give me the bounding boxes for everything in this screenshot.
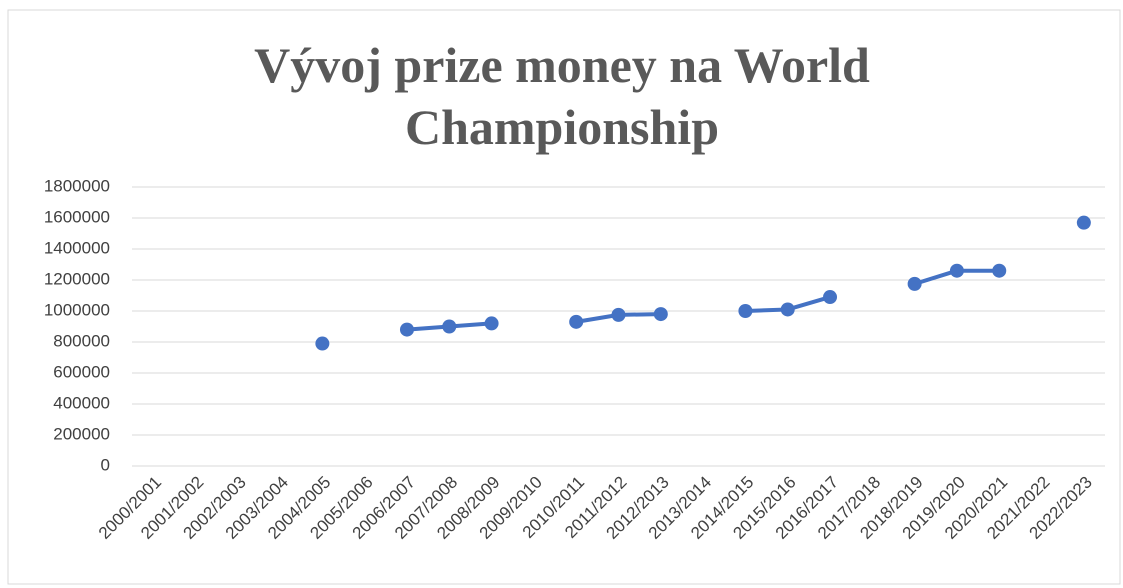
marker [399,322,414,337]
y-tick-label: 1000000 [44,300,110,319]
y-tick-label: 800000 [53,331,110,350]
marker [949,263,964,278]
chart-border [7,9,1121,585]
marker [442,319,457,334]
marker [653,307,668,322]
marker [1076,215,1091,230]
chart-title: Vývoj prize money na World Championship [254,37,870,155]
marker [823,290,838,305]
marker [611,307,626,322]
marker [738,304,753,318]
marker [484,316,499,331]
marker [780,302,795,317]
marker [907,276,922,291]
marker [315,336,330,351]
marker [569,314,584,329]
y-tick-label: 200000 [53,424,110,443]
y-tick-label: 0 [101,455,110,474]
marker [992,263,1007,278]
y-tick-label: 600000 [53,362,110,381]
y-tick-label: 1200000 [44,269,110,288]
y-tick-label: 1800000 [44,176,110,195]
y-tick-label: 1400000 [44,238,110,257]
y-tick-label: 400000 [53,393,110,412]
y-tick-label: 1600000 [44,207,110,226]
